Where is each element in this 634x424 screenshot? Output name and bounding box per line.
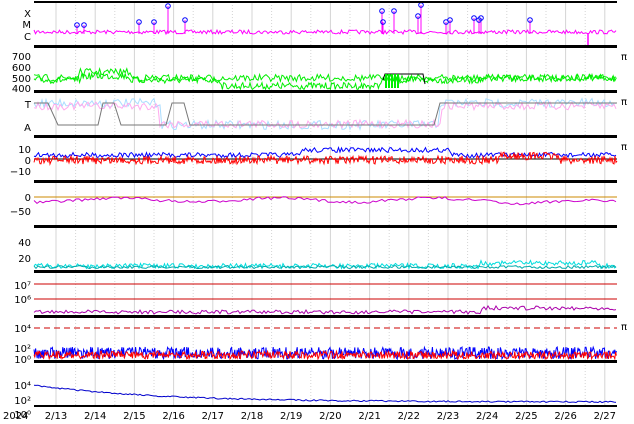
y-tick-label: 10² xyxy=(14,344,31,355)
x-tick-label: 2/14 xyxy=(84,411,106,422)
series-xray-flux xyxy=(33,28,617,36)
panel-right-label: π xyxy=(621,142,627,153)
x-tick-label: 2/16 xyxy=(162,411,184,422)
flare-marker xyxy=(391,8,397,14)
series-decay xyxy=(33,384,617,404)
flare-marker xyxy=(527,17,533,23)
y-tick-label: T xyxy=(24,100,32,111)
y-tick-label: 500 xyxy=(12,74,31,85)
flare-marker xyxy=(379,8,385,14)
x-tick-label: 2/15 xyxy=(123,411,145,422)
flare-marker xyxy=(136,19,142,25)
panel-right-label: π xyxy=(621,97,627,108)
flare-marker xyxy=(81,22,87,28)
y-tick-label: 10² xyxy=(14,396,31,407)
x-tick-label: 2/24 xyxy=(476,411,498,422)
panel-borders xyxy=(34,1,617,407)
y-tick-label: 700 xyxy=(12,52,31,63)
flare-marker xyxy=(74,22,80,28)
x-tick-label: 2/19 xyxy=(280,411,302,422)
vertical-gridlines xyxy=(55,2,606,406)
y-tick-label: 10⁶ xyxy=(14,295,31,306)
series-sector-boundary xyxy=(34,102,617,126)
series-solar-wind-speed xyxy=(33,71,616,92)
series-polarity-away xyxy=(33,100,617,130)
series-electron-flux xyxy=(33,305,617,315)
y-tick-label: 10⁴ xyxy=(14,324,31,335)
y-tick-label: 10⁴ xyxy=(14,381,31,392)
series-proton-flux xyxy=(33,345,617,361)
flare-marker xyxy=(165,3,171,9)
series-proton-flux-2 xyxy=(33,349,617,361)
x-tick-label: 2/21 xyxy=(358,411,380,422)
y-tick-label: 0 xyxy=(25,156,31,167)
y-tick-label: 10⁷ xyxy=(14,281,31,292)
x-tick-label: 2/23 xyxy=(437,411,459,422)
y-tick-label: 0 xyxy=(25,193,31,204)
flare-marker xyxy=(471,15,477,21)
series-reference-line xyxy=(382,73,426,85)
x-tick-label: 2/18 xyxy=(241,411,263,422)
series-solar-wind-speed-2 xyxy=(33,66,617,84)
y-tick-label: C xyxy=(24,32,31,43)
y-tick-label: X xyxy=(24,9,31,20)
x-tick-label: 2/25 xyxy=(515,411,537,422)
y-tick-label: 600 xyxy=(12,63,31,74)
flare-marker xyxy=(182,17,188,23)
series-layer xyxy=(33,2,618,404)
series-density xyxy=(33,259,617,270)
y-tick-label: 40 xyxy=(18,238,31,249)
y-tick-label: 400 xyxy=(12,84,31,95)
flare-marker xyxy=(380,19,386,25)
x-tick-label: 2/26 xyxy=(554,411,576,422)
panel-right-label: π xyxy=(621,52,627,63)
series-imf-bt xyxy=(33,145,617,159)
x-tick-label: 2/13 xyxy=(45,411,67,422)
y-tick-label: −50 xyxy=(10,207,31,218)
y-tick-label: A xyxy=(24,123,31,134)
flare-marker xyxy=(415,13,421,19)
flare-marker xyxy=(447,17,453,23)
series-density-2 xyxy=(33,264,617,270)
tick-labels: XMC700600500400πTAπ100−10π0−50402010⁷10⁶… xyxy=(3,9,627,422)
series-imf-bz xyxy=(33,151,618,166)
x-tick-label: 2/20 xyxy=(319,411,341,422)
y-tick-label: 10⁰ xyxy=(14,355,31,366)
series-dst xyxy=(33,196,617,206)
y-tick-label: 10 xyxy=(18,145,31,156)
panel-right-label: π xyxy=(621,322,627,333)
x-tick-label: 2/17 xyxy=(202,411,224,422)
flare-marker xyxy=(476,17,482,23)
y-tick-label: M xyxy=(22,20,31,31)
x-tick-label: 2/22 xyxy=(398,411,420,422)
y-tick-label: 10⁰ xyxy=(14,410,31,421)
y-tick-label: 20 xyxy=(18,254,31,265)
x-year-label: 2024 xyxy=(3,411,28,422)
flare-marker xyxy=(151,19,157,25)
x-tick-label: 2/27 xyxy=(594,411,616,422)
y-tick-label: −10 xyxy=(10,167,31,178)
